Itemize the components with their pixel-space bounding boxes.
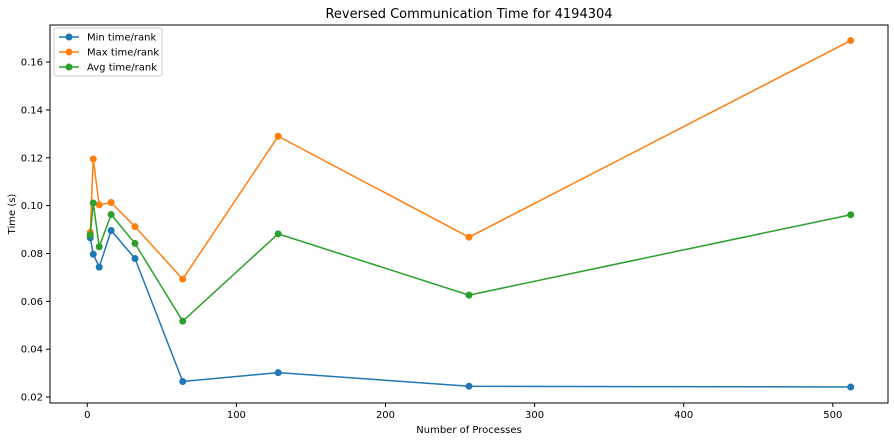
data-point [847, 383, 855, 391]
data-point [465, 291, 473, 299]
legend-label: Avg time/rank [87, 63, 157, 74]
data-point [89, 199, 97, 207]
x-tick-label: 0 [84, 410, 90, 421]
y-axis-label: Time (s) [7, 194, 18, 236]
legend-item: Min time/rank [59, 33, 156, 44]
series-line [89, 39, 852, 280]
data-point [89, 250, 97, 258]
data-point [179, 275, 187, 283]
data-point [131, 254, 139, 262]
data-point [847, 211, 855, 219]
data-point [107, 199, 115, 207]
data-point [131, 223, 139, 231]
legend-swatch-marker [65, 63, 73, 71]
legend-box [53, 27, 163, 77]
y-tick-label: 0.04 [21, 345, 43, 356]
series-line [89, 202, 851, 322]
data-point [465, 233, 473, 241]
chart-title: Reversed Communication Time for 4194304 [325, 7, 612, 22]
legend: Min time/rank Max time/rank Avg time/rank [53, 27, 163, 77]
data-point [107, 210, 115, 218]
data-point [274, 369, 282, 377]
y-tick-label: 0.12 [21, 153, 43, 164]
legend-label: Max time/rank [87, 48, 159, 59]
legend-swatch-marker [65, 33, 73, 41]
series-line [89, 229, 851, 388]
data-point [95, 243, 103, 251]
y-tick-label: 0.02 [21, 393, 43, 404]
series-layer [86, 37, 855, 391]
data-point [847, 37, 855, 45]
data-point [107, 227, 115, 235]
y-tick-label: 0.10 [21, 201, 43, 212]
data-point [274, 132, 282, 140]
data-point [89, 155, 97, 163]
data-point [274, 230, 282, 238]
data-point [95, 201, 103, 209]
data-point [86, 231, 94, 239]
data-point [465, 382, 473, 390]
x-tick-label: 100 [227, 410, 246, 421]
y-tick-label: 0.08 [21, 249, 43, 260]
series-avg-time-rank [86, 199, 855, 325]
y-tick-label: 0.06 [21, 297, 43, 308]
data-point [179, 377, 187, 385]
legend-label: Min time/rank [87, 33, 156, 44]
x-tick-label: 400 [674, 410, 693, 421]
legend-item: Avg time/rank [59, 63, 157, 74]
data-point [131, 239, 139, 247]
x-axis-label: Number of Processes [416, 425, 521, 436]
axes: 0 100 200 300 400 500 0.02 0.04 0.06 0.08 0.10 0.12… [21, 58, 843, 421]
y-tick-label: 0.16 [21, 58, 43, 69]
plot-frame [49, 24, 889, 404]
x-tick-label: 200 [376, 410, 395, 421]
x-tick-label: 300 [525, 410, 544, 421]
series-max-time-rank [86, 37, 855, 283]
series-min-time-rank [86, 227, 855, 391]
legend-swatch-marker [65, 48, 73, 56]
plot-area [49, 24, 889, 404]
legend-item: Max time/rank [59, 48, 159, 59]
y-tick-label: 0.14 [21, 105, 43, 116]
data-point [95, 263, 103, 271]
x-tick-label: 500 [823, 410, 842, 421]
data-point [179, 317, 187, 325]
